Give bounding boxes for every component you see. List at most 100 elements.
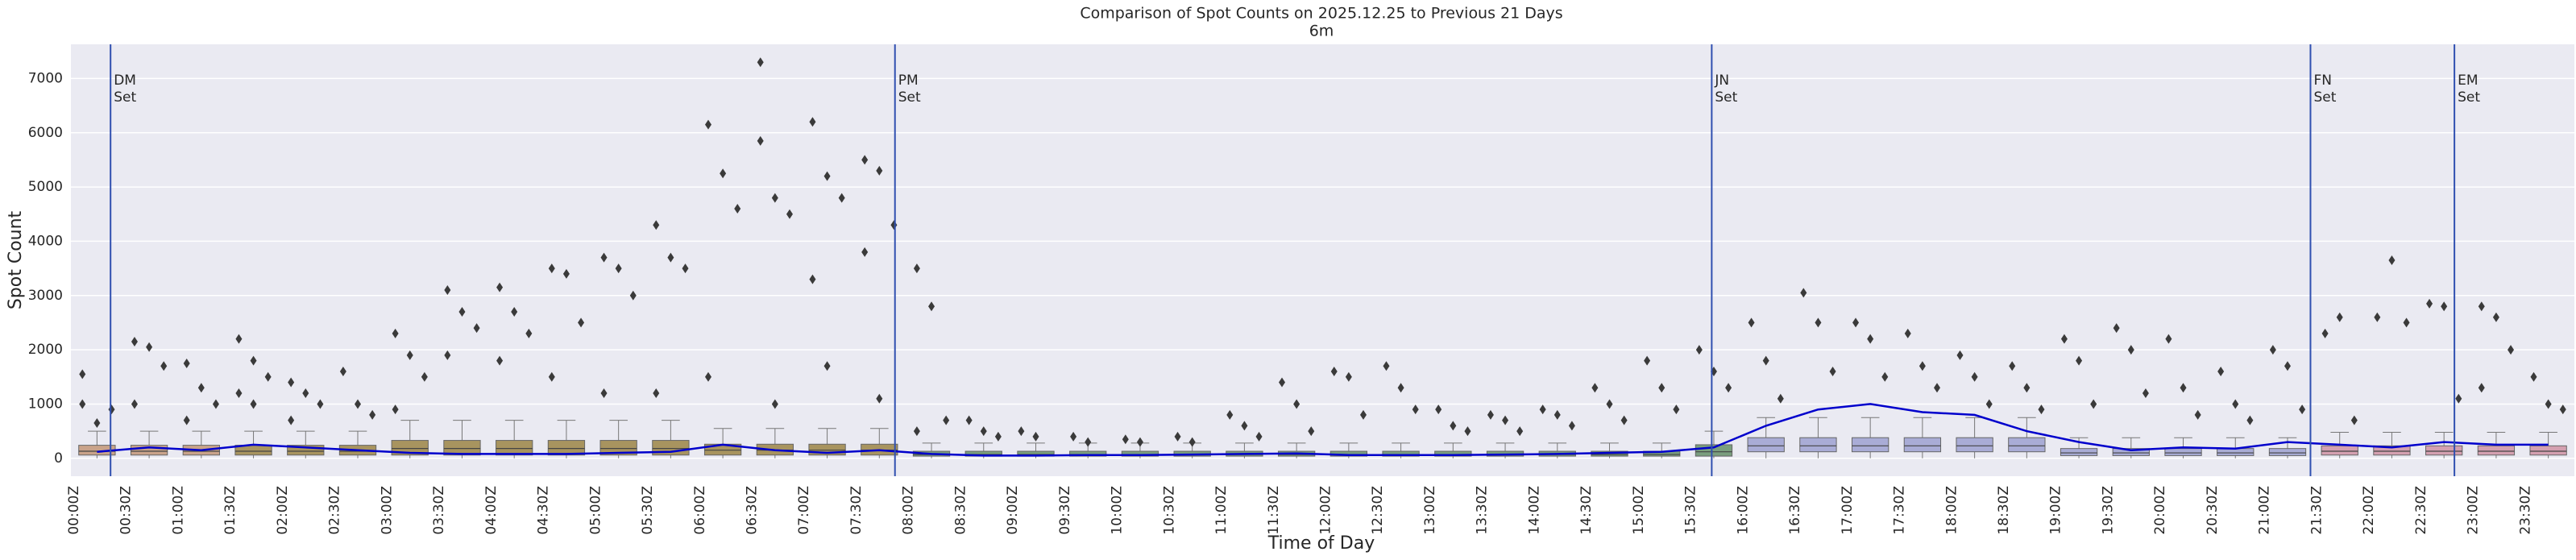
x-tick-label: 06:00Z — [692, 486, 708, 535]
outlier — [2142, 388, 2149, 398]
outlier — [264, 371, 272, 382]
box — [547, 440, 586, 456]
outlier — [2009, 361, 2016, 371]
outlier — [682, 263, 689, 274]
annotation-text: JN — [1714, 73, 1729, 89]
outlier — [1502, 415, 1509, 425]
outlier — [1450, 421, 1457, 431]
outlier — [1904, 328, 1911, 338]
outlier — [1188, 437, 1196, 447]
y-tick-label: 3000 — [28, 288, 63, 304]
x-tick-label: 00:00Z — [66, 486, 82, 535]
outlier — [771, 399, 778, 409]
outlier — [1971, 371, 1978, 382]
outlier — [444, 350, 451, 360]
outlier — [809, 117, 816, 127]
outlier — [1241, 421, 1248, 431]
outlier — [823, 361, 831, 371]
x-tick-label: 06:30Z — [744, 486, 760, 535]
x-tick-label: 17:30Z — [1892, 486, 1908, 535]
outlier — [615, 263, 622, 274]
outlier — [2388, 255, 2396, 265]
outlier — [994, 431, 1002, 442]
x-tick-label: 19:00Z — [2048, 486, 2064, 535]
x-tick-label: 09:30Z — [1057, 486, 1073, 535]
outlier — [1695, 345, 1703, 355]
outlier — [1568, 421, 1575, 431]
chart-subtitle: 6m — [1309, 23, 1334, 40]
outlier — [1516, 426, 1524, 437]
x-tick-label: 04:30Z — [536, 486, 552, 535]
outlier — [392, 328, 399, 338]
box — [496, 440, 533, 456]
outlier — [183, 358, 190, 368]
x-tick-label: 03:00Z — [379, 486, 395, 535]
outlier — [1359, 409, 1367, 420]
outlier — [525, 328, 533, 338]
box — [2373, 445, 2411, 456]
outlier — [823, 171, 831, 181]
outlier — [1673, 404, 1680, 415]
outlier — [2403, 317, 2410, 328]
outlier — [1412, 404, 1419, 415]
outlier — [1762, 355, 1769, 366]
outlier — [1487, 409, 1494, 420]
outlier — [1867, 334, 1874, 344]
outlier — [2232, 399, 2239, 409]
x-tick-label: 15:30Z — [1683, 486, 1699, 535]
x-tick-label: 20:30Z — [2205, 486, 2221, 535]
x-tick-label: 11:00Z — [1213, 486, 1230, 535]
outlier — [2060, 334, 2068, 344]
x-tick-label: 16:00Z — [1735, 486, 1751, 535]
plot-area — [71, 44, 2574, 476]
y-tick-label: 6000 — [28, 125, 63, 141]
outlier — [600, 388, 608, 398]
outlier — [1658, 383, 1665, 393]
outlier — [2441, 301, 2448, 312]
outlier — [1308, 426, 1315, 437]
outlier — [2350, 415, 2358, 425]
outlier — [704, 119, 711, 130]
box — [2217, 448, 2255, 456]
outlier — [1397, 383, 1404, 393]
outlier — [1800, 288, 1807, 298]
outlier — [146, 342, 153, 352]
outlier — [2478, 301, 2485, 312]
annotation-text: PM — [898, 73, 919, 89]
outlier — [2217, 367, 2225, 377]
box — [1852, 437, 1889, 453]
outlier — [629, 290, 637, 301]
x-tick-label: 21:00Z — [2257, 486, 2273, 535]
outlier — [980, 426, 987, 437]
outlier — [1829, 367, 1836, 377]
outlier — [1539, 404, 1546, 415]
outlier — [861, 247, 869, 257]
y-tick-label: 0 — [54, 450, 63, 467]
annotation-text: Set — [898, 89, 921, 106]
x-tick-label: 22:00Z — [2361, 486, 2377, 535]
outlier — [1085, 437, 1092, 447]
box — [2268, 448, 2307, 456]
outlier — [496, 355, 504, 366]
outlier — [2492, 312, 2499, 322]
annotation-text: Set — [1715, 89, 1737, 106]
outlier — [511, 306, 518, 317]
outlier — [653, 388, 660, 398]
outlier — [1174, 431, 1181, 442]
x-tick-label: 14:30Z — [1578, 486, 1595, 535]
outlier — [1934, 383, 1941, 393]
outlier — [2478, 383, 2485, 393]
annotation-text: EM — [2458, 73, 2478, 89]
outlier — [1226, 409, 1234, 420]
box — [2060, 448, 2098, 456]
outlier — [197, 383, 205, 393]
outlier — [355, 399, 362, 409]
outlier — [473, 323, 480, 334]
x-tick-label: 19:30Z — [2100, 486, 2116, 535]
box — [443, 440, 481, 456]
outlier — [1777, 393, 1784, 404]
outlier — [1383, 361, 1390, 371]
outlier — [1136, 437, 1143, 447]
box — [1069, 450, 1107, 457]
outlier — [2127, 345, 2134, 355]
